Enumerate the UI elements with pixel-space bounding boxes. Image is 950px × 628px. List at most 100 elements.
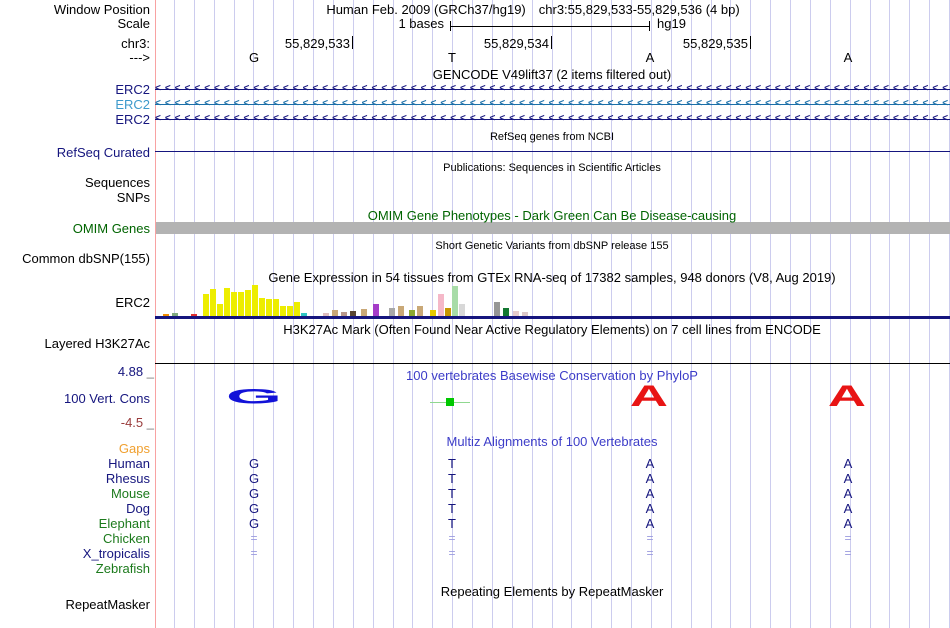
gtex-bar[interactable]: [430, 310, 436, 316]
omim-genes-bar[interactable]: [156, 222, 950, 234]
species-label-mouse[interactable]: Mouse: [110, 486, 150, 501]
track-label-layered-h3k27ac[interactable]: Layered H3K27Ac: [44, 336, 150, 351]
gtex-bar[interactable]: [217, 304, 223, 316]
gencode-transcript-line[interactable]: [155, 104, 950, 105]
gridline: [492, 0, 493, 628]
gencode-transcript-arrows[interactable]: <<<<<<<<<<<<<<<<<<<<<<<<<<<<<<<<<<<<<<<<…: [155, 98, 950, 109]
gtex-baseline: [155, 316, 950, 319]
alignment-base: T: [448, 471, 456, 486]
track-title-multiz: Multiz Alignments of 100 Vertebrates: [446, 434, 658, 449]
position-label: 55,829,535: [682, 36, 748, 51]
gencode-transcript-line[interactable]: [155, 89, 950, 90]
track-label-gencode-erc2-2[interactable]: ERC2: [115, 97, 150, 112]
gtex-bar[interactable]: [191, 314, 197, 316]
gtex-bar[interactable]: [373, 304, 379, 316]
track-label-omim-genes[interactable]: OMIM Genes: [72, 221, 150, 236]
gtex-bar[interactable]: [323, 313, 329, 316]
track-label-vert-cons[interactable]: 100 Vert. Cons: [64, 391, 150, 406]
species-label-gaps[interactable]: Gaps: [118, 441, 150, 456]
alignment-base: =: [250, 531, 258, 545]
gtex-bar[interactable]: [259, 298, 265, 316]
species-label-zebrafish[interactable]: Zebrafish: [95, 561, 150, 576]
gtex-bar[interactable]: [417, 306, 423, 316]
gridline: [651, 0, 652, 628]
gtex-bar[interactable]: [459, 304, 465, 316]
alignment-base: T: [448, 456, 456, 471]
gridline: [671, 0, 672, 628]
gtex-bar[interactable]: [294, 302, 300, 316]
track-title-assembly-position: Human Feb. 2009 (GRCh37/hg19) chr3:55,82…: [326, 2, 740, 17]
gtex-bar[interactable]: [389, 308, 395, 316]
gtex-bar[interactable]: [341, 312, 347, 316]
alignment-base: A: [843, 456, 853, 471]
track-label-sequences[interactable]: Sequences: [84, 175, 150, 190]
gtex-bar[interactable]: [350, 311, 356, 316]
gtex-bar[interactable]: [210, 289, 216, 316]
scale-ruler-tick-left: [450, 21, 451, 31]
species-label-human[interactable]: Human: [108, 456, 150, 471]
gridline: [730, 0, 731, 628]
refseq-curated-line[interactable]: [155, 151, 950, 152]
gridline: [711, 0, 712, 628]
gtex-bar[interactable]: [513, 311, 519, 316]
gtex-bar[interactable]: [494, 302, 500, 316]
track-label-strand: --->: [129, 50, 150, 65]
gtex-bar[interactable]: [266, 299, 272, 316]
gtex-bar[interactable]: [438, 294, 444, 316]
gtex-bar[interactable]: [445, 308, 451, 316]
gtex-bar[interactable]: [172, 313, 178, 316]
gtex-bar[interactable]: [224, 288, 230, 316]
gtex-bar[interactable]: [287, 306, 293, 316]
gridline: [293, 0, 294, 628]
gtex-bar[interactable]: [361, 309, 367, 316]
gtex-bar[interactable]: [231, 292, 237, 316]
reference-base-letter: T: [448, 50, 456, 65]
species-label-chicken[interactable]: Chicken: [103, 531, 150, 546]
gtex-bar[interactable]: [203, 294, 209, 316]
gridline: [591, 0, 592, 628]
gtex-bar[interactable]: [301, 313, 307, 316]
alignment-base: =: [448, 531, 456, 545]
alignment-base: A: [645, 486, 655, 501]
species-label-dog[interactable]: Dog: [126, 501, 150, 516]
phylop-letter: A: [827, 381, 867, 414]
gtex-bar[interactable]: [452, 286, 458, 316]
scale-ruler-line: [450, 26, 649, 27]
gencode-transcript-arrows[interactable]: <<<<<<<<<<<<<<<<<<<<<<<<<<<<<<<<<<<<<<<<…: [155, 113, 950, 124]
track-label-gencode-erc2-1[interactable]: ERC2: [115, 82, 150, 97]
species-label-rhesus[interactable]: Rhesus: [105, 471, 150, 486]
alignment-base: =: [250, 546, 258, 560]
track-label-scale: Scale: [117, 16, 150, 31]
gtex-bar[interactable]: [332, 310, 338, 316]
gridline: [472, 0, 473, 628]
species-label-x_tropicalis[interactable]: X_tropicalis: [82, 546, 150, 561]
track-label-refseq-curated[interactable]: RefSeq Curated: [56, 145, 150, 160]
species-label-elephant[interactable]: Elephant: [98, 516, 150, 531]
phylop-letter: G: [225, 385, 283, 409]
gtex-bar[interactable]: [245, 290, 251, 316]
gtex-bar[interactable]: [163, 314, 169, 316]
track-label-gencode-erc2-3[interactable]: ERC2: [115, 112, 150, 127]
gtex-bar[interactable]: [252, 285, 258, 316]
track-title-phylop: 100 vertebrates Basewise Conservation by…: [406, 368, 698, 383]
gtex-bar[interactable]: [280, 306, 286, 316]
gencode-transcript-arrows[interactable]: <<<<<<<<<<<<<<<<<<<<<<<<<<<<<<<<<<<<<<<<…: [155, 83, 950, 94]
gtex-bar[interactable]: [238, 292, 244, 316]
track-label-gtex-erc2[interactable]: ERC2: [115, 295, 150, 310]
gridline: [611, 0, 612, 628]
track-label-common-dbsnp[interactable]: Common dbSNP(155): [22, 251, 150, 266]
track-label-repeatmasker[interactable]: RepeatMasker: [65, 597, 150, 612]
reference-base-letter: A: [843, 50, 853, 65]
gtex-bar[interactable]: [522, 312, 528, 316]
gtex-bar[interactable]: [503, 308, 509, 316]
gtex-bar[interactable]: [398, 306, 404, 316]
alignment-base: =: [448, 546, 456, 560]
gtex-bar[interactable]: [409, 310, 415, 316]
h3k27ac-baseline: [155, 363, 950, 364]
scale-ruler-tick-right: [649, 21, 650, 31]
track-label-snps[interactable]: SNPs: [116, 190, 150, 205]
gencode-transcript-line[interactable]: [155, 119, 950, 120]
track-title-repeatmasker: Repeating Elements by RepeatMasker: [440, 584, 664, 599]
gtex-bar[interactable]: [273, 299, 279, 316]
alignment-base: T: [448, 501, 456, 516]
